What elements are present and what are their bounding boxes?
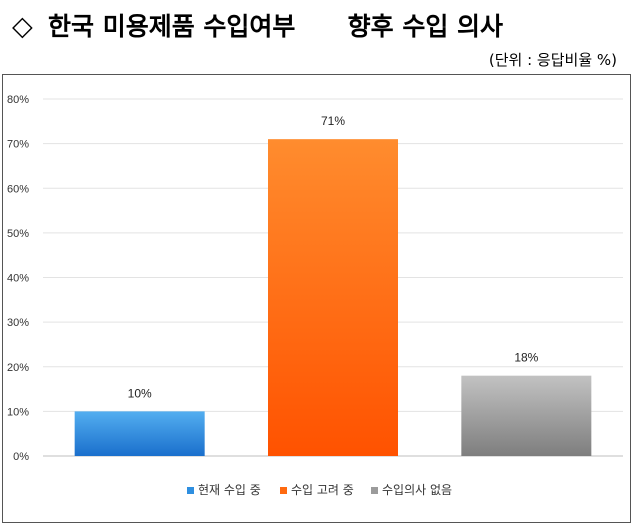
y-tick-label: 0% <box>13 451 29 463</box>
y-tick-label: 20% <box>7 362 29 374</box>
chart-frame: 0% 10% 20% 30% 40% 50% 60% 70% 80% 10% 71% 18% 현재 … <box>2 74 631 523</box>
data-label: 71% <box>321 114 345 128</box>
legend-swatch <box>280 487 287 494</box>
legend-swatch <box>187 487 194 494</box>
legend-swatch <box>371 487 378 494</box>
data-label: 10% <box>128 386 152 400</box>
legend-label: 현재 수입 중 <box>198 483 261 497</box>
page-title: 한국 미용제품 수입여부 향후 수입 의사 <box>48 12 504 41</box>
y-tick-label: 10% <box>7 406 29 418</box>
diamond-icon: ◇ <box>12 11 33 42</box>
y-tick-label: 80% <box>7 94 29 106</box>
legend-label: 수입의사 없음 <box>382 483 452 497</box>
bar-1 <box>74 411 205 456</box>
bar-3 <box>461 375 592 456</box>
y-tick-label: 40% <box>7 273 29 285</box>
y-tick-label: 60% <box>7 183 29 195</box>
title-row: ◇ 한국 미용제품 수입여부 향후 수입 의사 <box>8 8 628 48</box>
bar-chart: 0% 10% 20% 30% 40% 50% 60% 70% 80% 10% 71% 18% 현재 … <box>7 94 623 497</box>
y-tick-label: 70% <box>7 139 29 151</box>
data-label: 18% <box>514 351 538 365</box>
y-tick-label: 50% <box>7 228 29 240</box>
unit-note: (단위 : 응답비율 %) <box>488 51 617 69</box>
legend-label: 수입 고려 중 <box>291 483 354 497</box>
bar-2 <box>268 139 398 456</box>
y-tick-label: 30% <box>7 317 29 329</box>
